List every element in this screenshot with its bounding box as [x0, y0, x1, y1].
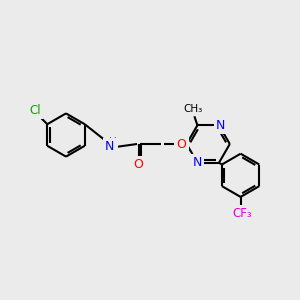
Text: N: N	[105, 140, 114, 154]
Text: Cl: Cl	[29, 104, 41, 117]
Text: N: N	[193, 156, 202, 169]
Text: CF₃: CF₃	[232, 207, 252, 220]
Text: N: N	[216, 119, 225, 132]
Text: CH₃: CH₃	[183, 104, 202, 114]
Text: O: O	[134, 158, 143, 172]
Text: H: H	[109, 136, 116, 147]
Text: O: O	[177, 137, 186, 151]
